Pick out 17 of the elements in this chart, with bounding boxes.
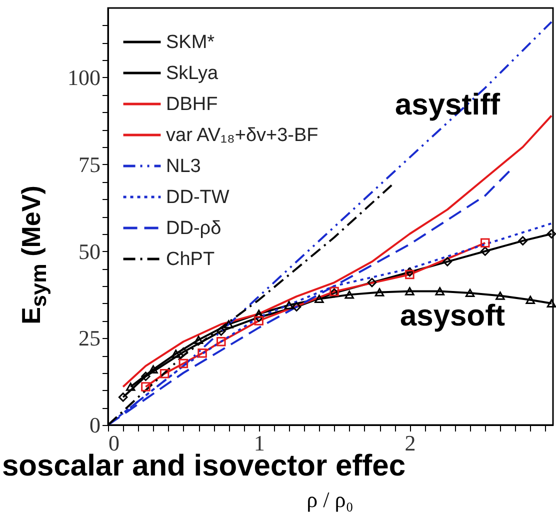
x-axis-title: ρ / ρ₀ xyxy=(306,486,354,514)
y-tick-label: 25 xyxy=(78,326,100,351)
annotation: asysoft xyxy=(400,300,506,332)
y-tick-label: 100 xyxy=(68,65,100,90)
legend-label: ChPT xyxy=(166,249,215,270)
y-tick-label: 0 xyxy=(90,412,100,438)
legend-label: DD-ρδ xyxy=(166,218,222,239)
legend-label: var AV₁₈+δv+3-BF xyxy=(166,125,318,146)
y-tick-label: 75 xyxy=(78,152,100,177)
legend-label: SkLya xyxy=(166,63,219,84)
x-tick-label: 2 xyxy=(404,430,416,456)
y-tick-label: 50 xyxy=(78,238,100,264)
legend-label: SKM* xyxy=(166,32,216,53)
annotation: asystiff xyxy=(395,88,500,122)
legend-label: NL3 xyxy=(166,156,201,177)
legend-label: DBHF xyxy=(166,94,218,115)
legend-label: DD-TW xyxy=(166,187,230,208)
